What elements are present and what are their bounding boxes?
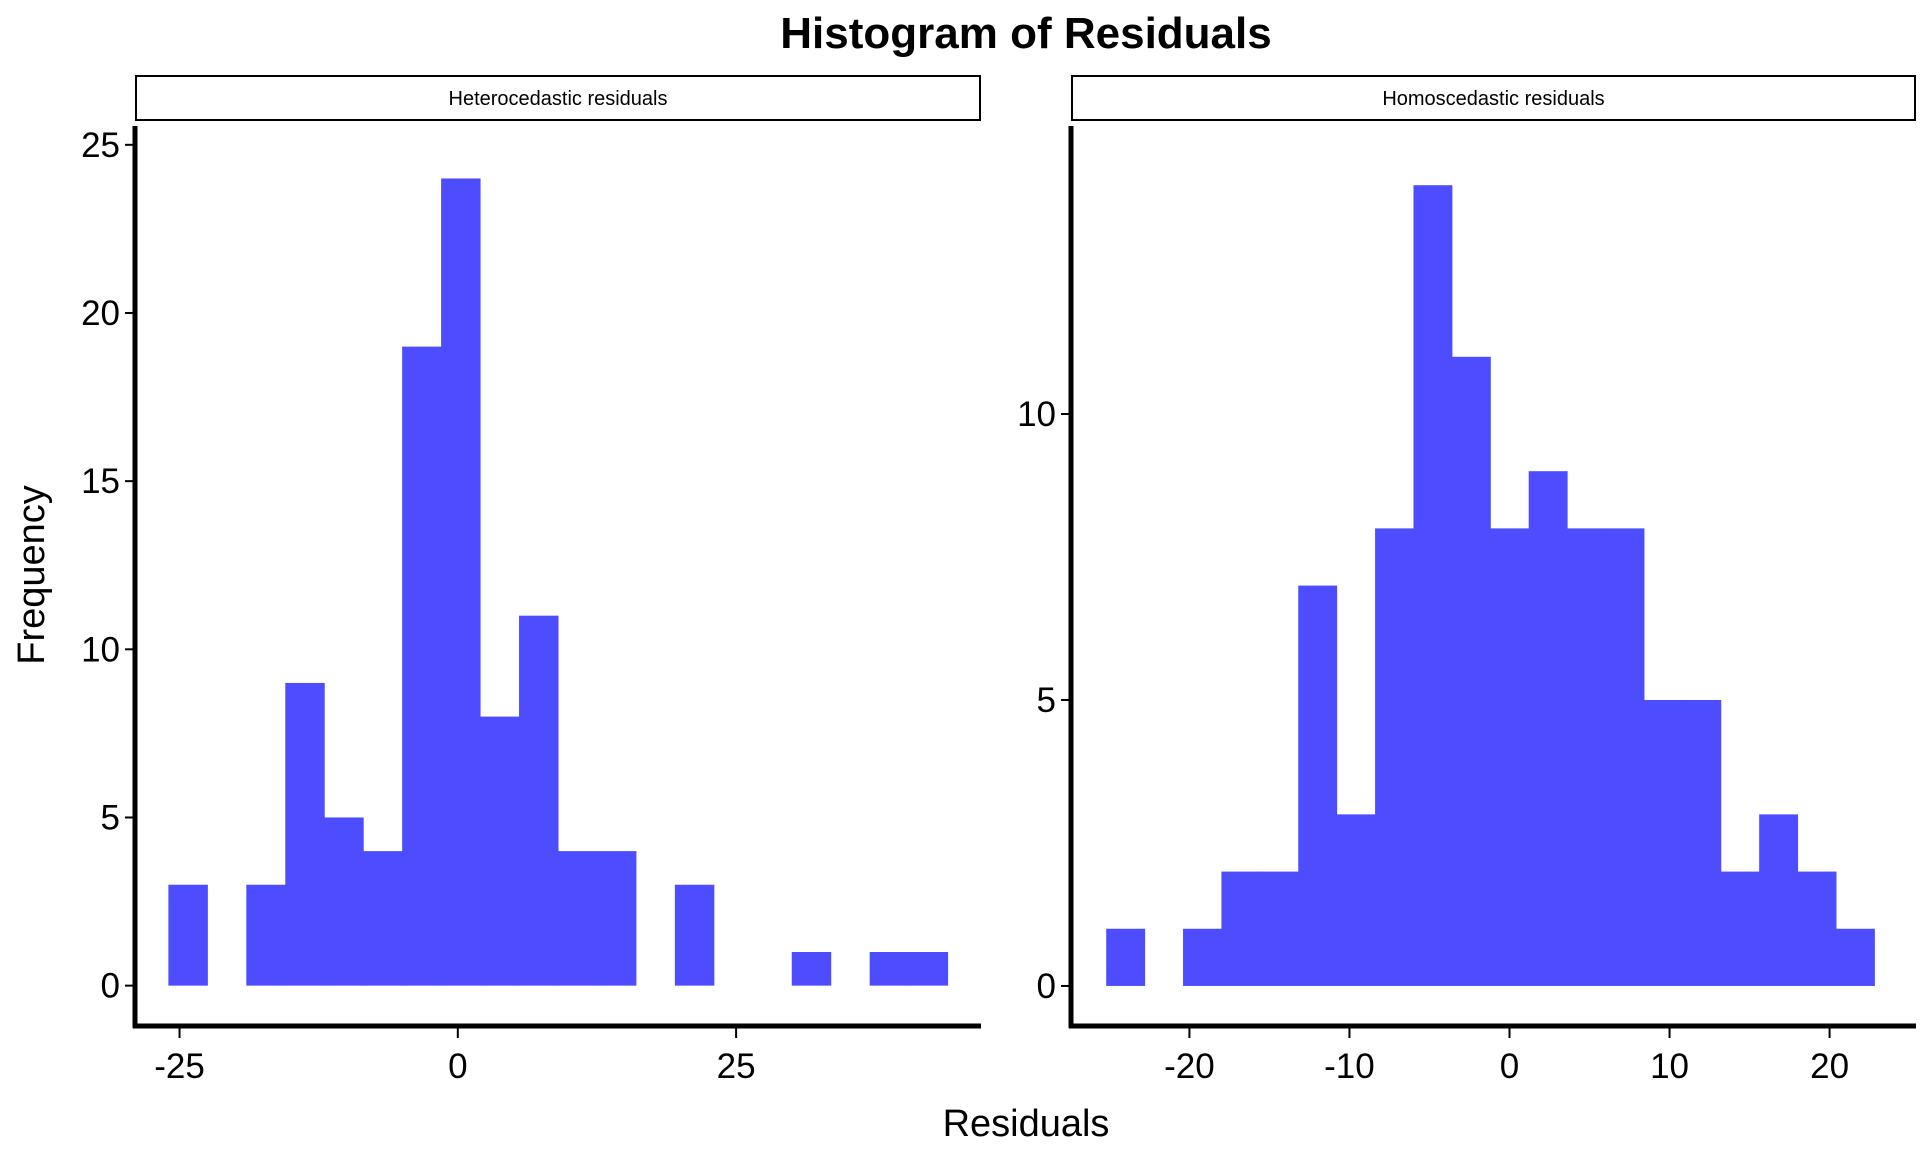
x-tick-label: 25 — [717, 1047, 756, 1086]
histogram-bar — [1298, 585, 1338, 986]
y-tick-label: 15 — [81, 462, 120, 501]
histogram-bar — [1720, 871, 1760, 986]
y-tick-label: 10 — [81, 630, 120, 669]
facet-strip-box — [1071, 75, 1916, 121]
y-tick-label: 0 — [1037, 967, 1056, 1006]
histogram-bar — [1490, 528, 1530, 986]
histogram-bar — [674, 884, 715, 986]
histogram-bar — [1567, 528, 1607, 986]
y-tick-label: 5 — [1037, 681, 1056, 720]
histogram-bar — [1336, 814, 1376, 986]
histogram-bar — [791, 952, 832, 986]
histogram-bar — [519, 615, 559, 986]
histogram-bar — [558, 851, 598, 986]
y-tick-label: 20 — [81, 294, 120, 333]
histogram-bar — [1375, 528, 1414, 986]
x-axis-title: Residuals — [943, 1103, 1110, 1145]
histogram-bar — [1106, 928, 1146, 986]
histogram-bar — [908, 952, 949, 986]
histogram-bar — [168, 884, 208, 986]
histogram-bar — [363, 851, 403, 986]
histogram-bar — [1259, 871, 1299, 986]
histogram-bar — [1835, 928, 1875, 986]
x-tick-label: -20 — [1164, 1047, 1215, 1086]
histogram-bar — [1221, 871, 1261, 986]
y-tick-label: 0 — [101, 967, 120, 1006]
histogram-bar — [1759, 814, 1799, 986]
y-axis-title: Frequency — [11, 485, 53, 665]
y-tick-label: 10 — [1017, 395, 1056, 434]
histogram-bar — [596, 851, 637, 986]
x-tick-label: 0 — [1500, 1047, 1519, 1086]
facet-panel-1: Heterocedastic residuals 0 5 10 15 20 25 -25 0 25 — [81, 75, 981, 1086]
histogram-bar — [1605, 528, 1645, 986]
y-tick-label: 25 — [81, 126, 120, 165]
histogram-bar — [324, 817, 364, 986]
histogram-bar — [1682, 699, 1722, 986]
chart-title: Histogram of Residuals — [780, 9, 1271, 58]
facet-panels: Heterocedastic residuals 0 5 10 15 20 25 -25 0 25… — [81, 75, 1916, 1086]
facet-strip-label: Heterocedastic residuals — [449, 88, 668, 110]
x-tick-label: -25 — [154, 1047, 205, 1086]
x-tick-label: -10 — [1324, 1047, 1375, 1086]
facet-panel-2: Homoscedastic residuals 0 5 10 -20 -10 0 10 20 — [1017, 75, 1916, 1086]
histogram-bar — [1451, 356, 1491, 986]
histogram-bar — [1413, 185, 1453, 986]
histogram-bar — [1643, 699, 1683, 986]
x-tick-label: 20 — [1810, 1047, 1849, 1086]
facet-strip-label: Homoscedastic residuals — [1382, 88, 1604, 110]
x-tick-label: 10 — [1650, 1047, 1689, 1086]
histogram-bar — [246, 884, 286, 986]
facet-strip-box — [135, 75, 981, 121]
histogram-bar — [1183, 928, 1222, 986]
histogram-bar — [1797, 871, 1837, 986]
histogram-bar — [441, 178, 481, 986]
histogram-bar — [480, 716, 520, 986]
histogram-bar — [402, 346, 442, 986]
histogram-bar — [1528, 471, 1568, 986]
histogram-bar — [285, 682, 325, 986]
histogram-bar — [869, 952, 910, 986]
y-tick-label: 5 — [101, 798, 120, 837]
x-tick-label: 0 — [448, 1047, 467, 1086]
